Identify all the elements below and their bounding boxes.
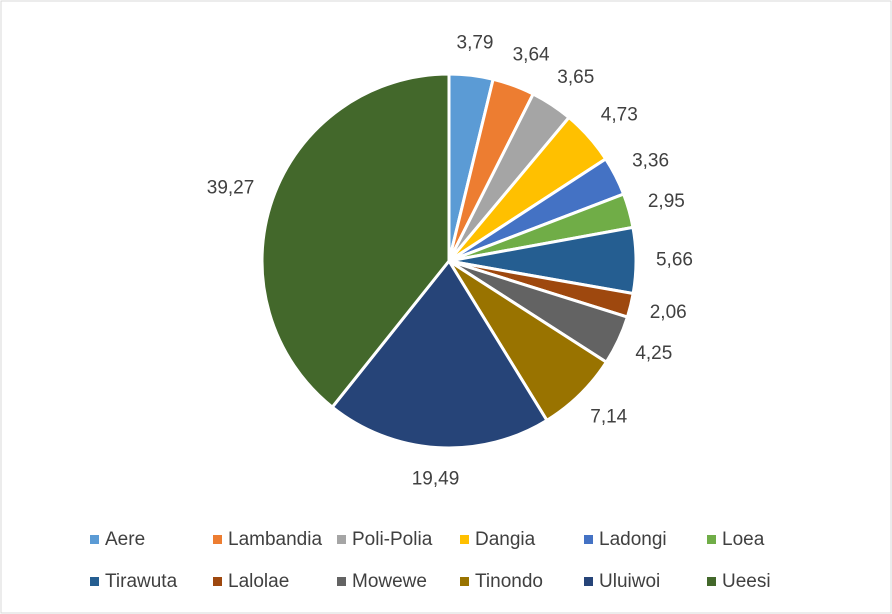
legend-swatch xyxy=(337,535,346,544)
legend-label: Uluiwoi xyxy=(599,571,660,592)
legend-label: Lalolae xyxy=(228,571,289,592)
legend-label: Poli-Polia xyxy=(352,529,433,550)
legend-swatch xyxy=(460,535,469,544)
legend-label: Lambandia xyxy=(228,529,322,550)
legend-label: Loea xyxy=(722,529,765,550)
data-label: 19,49 xyxy=(412,469,460,490)
legend-label: Tinondo xyxy=(475,571,543,592)
pie-slice xyxy=(330,258,549,450)
legend-label: Tirawuta xyxy=(105,571,178,592)
legend-label: Aere xyxy=(105,529,145,550)
legend-swatch xyxy=(213,577,222,586)
data-label: 3,36 xyxy=(632,150,669,171)
data-label: 3,65 xyxy=(557,67,594,88)
data-label: 4,73 xyxy=(601,105,638,126)
data-label: 39,27 xyxy=(207,178,255,199)
legend-swatch xyxy=(707,535,716,544)
legend-label: Ueesi xyxy=(722,571,771,592)
data-label: 7,14 xyxy=(590,406,627,427)
legend-label: Mowewe xyxy=(352,571,427,592)
legend-swatch xyxy=(213,535,222,544)
data-label: 5,66 xyxy=(656,249,693,270)
legend-swatch xyxy=(460,577,469,586)
legend-label: Ladongi xyxy=(599,529,667,550)
pie-slice xyxy=(260,72,451,410)
data-label: 3,64 xyxy=(513,44,550,65)
legend-swatch xyxy=(337,577,346,586)
legend-swatch xyxy=(584,577,593,586)
legend-swatch xyxy=(90,535,99,544)
legend-label: Dangia xyxy=(475,529,536,550)
data-label: 3,79 xyxy=(457,33,494,54)
legend-swatch xyxy=(90,577,99,586)
legend-swatch xyxy=(584,535,593,544)
legend-swatch xyxy=(707,577,716,586)
data-label: 2,06 xyxy=(650,302,687,323)
data-label: 2,95 xyxy=(648,191,685,212)
data-label: 4,25 xyxy=(635,343,672,364)
